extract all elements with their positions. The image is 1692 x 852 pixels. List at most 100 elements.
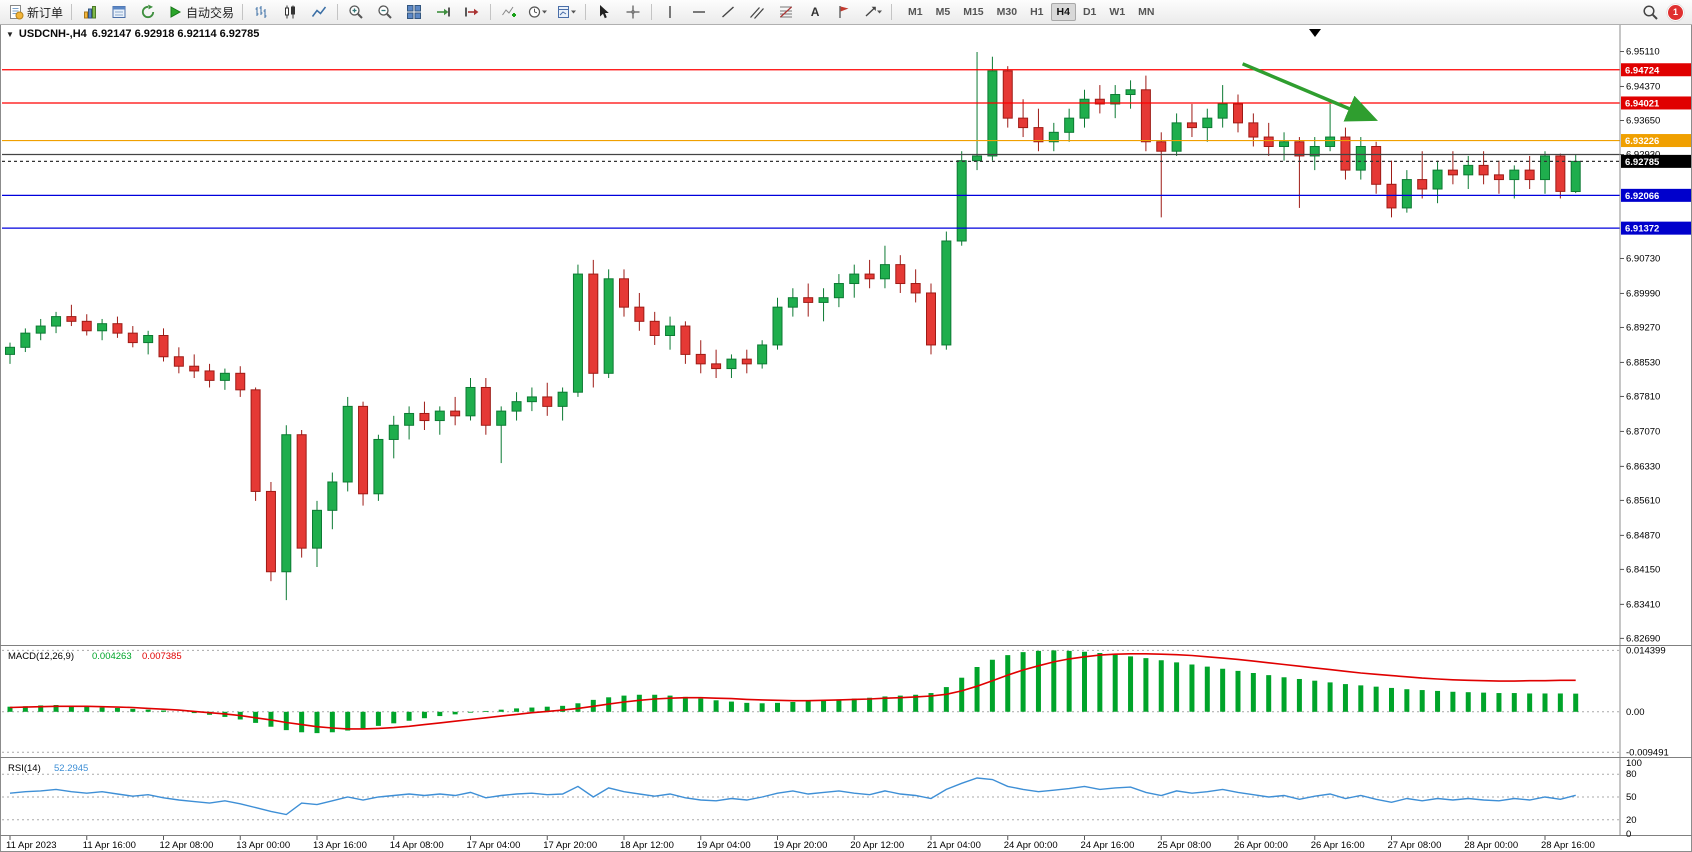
candle <box>1171 122 1182 152</box>
new-order-button[interactable]: 新订单 <box>4 1 67 23</box>
refresh-button[interactable] <box>134 1 162 23</box>
candle <box>772 306 783 346</box>
candle <box>680 325 691 355</box>
search-icon[interactable] <box>1642 4 1659 21</box>
timeframe-button-w1[interactable]: W1 <box>1109 6 1126 18</box>
candle <box>1140 89 1151 143</box>
support-line-2-badge <box>1621 221 1691 235</box>
price-tick-label: 6.82690 <box>1626 633 1660 644</box>
chart-shift-button[interactable] <box>458 1 486 23</box>
chart-shift-marker[interactable] <box>1309 29 1321 37</box>
candle <box>649 320 660 337</box>
price-tick-label: 6.87070 <box>1626 426 1660 437</box>
support-line-1-badge <box>1621 188 1691 202</box>
fibonacci-tool-button[interactable] <box>772 1 800 23</box>
macd-axis-label: -0.009491 <box>1626 747 1669 758</box>
candle <box>1432 169 1443 190</box>
toolbar-separator <box>490 4 492 20</box>
candle <box>127 332 138 344</box>
candle <box>281 434 292 573</box>
crosshair-icon <box>626 5 640 19</box>
price-tick-label: 6.93650 <box>1626 116 1660 127</box>
zoom-out-button[interactable] <box>371 1 399 23</box>
candle <box>956 160 967 242</box>
templates-button[interactable] <box>553 1 581 23</box>
resistance-line-2-badge <box>1621 96 1691 110</box>
auto-scroll-button[interactable] <box>429 1 457 23</box>
candle <box>1033 127 1044 143</box>
timeframe-button-m15[interactable]: M15 <box>963 6 984 18</box>
timeframe-button-m1[interactable]: M1 <box>908 6 923 18</box>
time-tick-label: 26 Apr 00:00 <box>1234 840 1288 851</box>
arrows-tool-button[interactable] <box>859 1 887 23</box>
quick-trade-toggle-icon[interactable]: ▼ <box>6 29 14 39</box>
label-tool-button[interactable] <box>830 1 858 23</box>
candle <box>1110 94 1121 105</box>
candle <box>1079 98 1090 119</box>
timeframe-button-m30[interactable]: M30 <box>996 6 1018 18</box>
autotrading-button[interactable]: 自动交易 <box>163 1 238 23</box>
price-tick-label: 6.87810 <box>1626 391 1660 402</box>
candle <box>66 316 77 322</box>
toolbar-separator <box>242 4 244 20</box>
candle <box>1401 179 1412 209</box>
data-window-icon <box>112 6 126 18</box>
periods-button[interactable] <box>524 1 552 23</box>
candle <box>219 372 230 381</box>
candle <box>312 509 322 549</box>
time-tick-label: 12 Apr 08:00 <box>160 840 214 851</box>
horizontal-line-tool-button[interactable] <box>685 1 713 23</box>
candle <box>1509 169 1520 181</box>
pivot-line-orange-badge <box>1621 134 1691 148</box>
crosshair-tool-button[interactable] <box>619 1 647 23</box>
trendline-tool-button[interactable] <box>714 1 742 23</box>
candlestick-series <box>5 51 1581 601</box>
timeframe-button-m5[interactable]: M5 <box>935 6 951 18</box>
timeframe-button-h4[interactable]: H4 <box>1050 3 1076 21</box>
line-chart-type-button[interactable] <box>305 1 333 23</box>
fibonacci-icon <box>780 6 793 18</box>
notification-badge[interactable]: 1 <box>1667 3 1684 21</box>
bar-chart-type-button[interactable] <box>247 1 275 23</box>
zoom-in-button[interactable] <box>342 1 370 23</box>
candle <box>603 278 614 374</box>
candle <box>143 335 154 344</box>
text-tool-icon: A <box>810 5 820 19</box>
candle <box>296 434 307 549</box>
timeframe-button-h1[interactable]: H1 <box>1030 6 1044 18</box>
candle <box>342 405 353 483</box>
auto-scroll-icon <box>437 7 450 17</box>
time-tick-label: 26 Apr 16:00 <box>1311 840 1365 851</box>
tile-windows-button[interactable] <box>400 1 428 23</box>
cursor-tool-button[interactable] <box>590 1 618 23</box>
candle <box>1156 141 1167 152</box>
candle <box>557 391 568 407</box>
rsi-axis-label: 0 <box>1626 829 1631 840</box>
trend-arrow[interactable] <box>1241 62 1378 122</box>
candle <box>404 412 415 426</box>
time-tick-label: 18 Apr 12:00 <box>620 840 674 851</box>
indicators-button[interactable] <box>495 1 523 23</box>
macd-value-signal: 0.007385 <box>142 651 182 662</box>
timeframe-group: M1 M5 M15 M30 H1 H4 D1 W1 MN <box>902 3 1160 21</box>
dropdown-caret-icon <box>877 10 883 14</box>
vertical-line-tool-button[interactable] <box>656 1 684 23</box>
candlestick-chart-type-button[interactable] <box>276 1 304 23</box>
support-line-1-badge-label: 6.92066 <box>1625 191 1659 202</box>
candle <box>726 358 737 370</box>
data-window-button[interactable] <box>105 1 133 23</box>
rsi-axis-label: 80 <box>1626 769 1637 780</box>
text-tool-button[interactable]: A <box>801 1 829 23</box>
price-tick-label: 6.85610 <box>1626 495 1660 506</box>
time-axis[interactable]: 11 Apr 2023 11 Apr 16:00 12 Apr 08:00 13 Ap… <box>6 836 1595 851</box>
timeframe-button-d1[interactable]: D1 <box>1082 6 1097 18</box>
candle <box>1555 155 1566 192</box>
label-flag-icon <box>839 6 849 18</box>
arrows-tool-icon <box>865 6 883 17</box>
price-axis[interactable]: 6.951106.943706.936506.929306.907306.899… <box>1619 24 1691 836</box>
market-watch-button[interactable] <box>76 1 104 23</box>
toolbar-right-group: 1 <box>1642 3 1688 21</box>
timeframe-button-mn[interactable]: MN <box>1138 6 1155 18</box>
channel-tool-button[interactable] <box>743 1 771 23</box>
